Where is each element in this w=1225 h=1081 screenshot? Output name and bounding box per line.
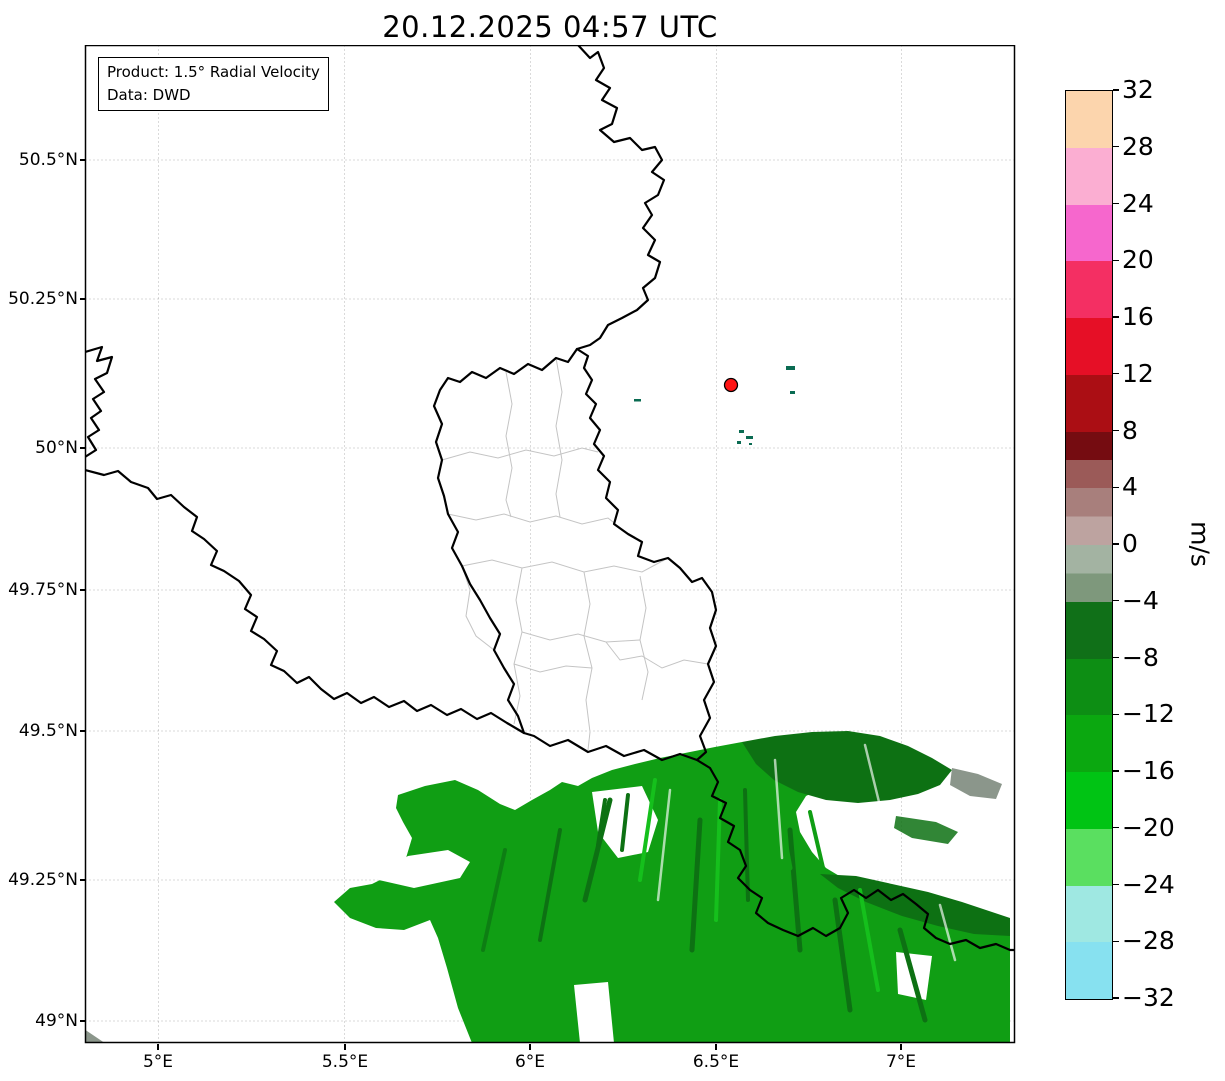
tick-mark: [1112, 486, 1119, 488]
tick-mark: [1112, 940, 1119, 942]
colorbar-segment: [1066, 147, 1112, 205]
colorbar-tick-label: −16: [1122, 756, 1175, 785]
colorbar-tick-label: −4: [1122, 585, 1159, 615]
tick-mark: [1112, 883, 1119, 886]
colorbar-segment: [1066, 261, 1112, 318]
plot-frame: [84, 45, 1016, 1044]
colorbar-tick-label: −20: [1122, 812, 1175, 842]
colorbar-tick-label: 28: [1122, 131, 1154, 161]
x-tick-label: 5°E: [142, 1052, 174, 1072]
colorbar-segment: [1066, 885, 1112, 943]
y-tick-label: 50.5°N: [18, 150, 78, 170]
x-tick-label: 7°E: [885, 1052, 917, 1072]
tick-mark: [1112, 146, 1119, 148]
colorbar-tick-label: 16: [1122, 302, 1154, 331]
y-tick-label: 49.75°N: [8, 580, 78, 600]
y-tick-label: 50.25°N: [8, 289, 78, 309]
colorbar-segment: [1066, 488, 1112, 545]
colorbar-tick-label: −24: [1122, 869, 1175, 899]
colorbar-segment: [1066, 204, 1112, 262]
x-tick-label: 6.5°E: [692, 1052, 740, 1072]
tick-mark: [1112, 656, 1119, 659]
echo-bright-streaks: [638, 778, 880, 992]
echo-dark-streaks: [481, 788, 928, 1023]
tick-mark: [1112, 713, 1119, 715]
tick-mark: [1112, 316, 1119, 318]
border-belgium-germany: [575, 45, 666, 351]
border-france-germany: [695, 758, 1015, 952]
tick-mark: [1112, 997, 1119, 999]
x-tick-label: 5.5°E: [321, 1052, 369, 1072]
tick-mark: [79, 730, 86, 732]
info-box: Product: 1.5° Radial Velocity Data: DWD: [98, 57, 329, 111]
echo-specks: [634, 366, 795, 445]
product-label: Product: 1.5° Radial Velocity: [107, 63, 320, 81]
colorbar-gradient: [1066, 91, 1112, 999]
y-tick-label: 49.25°N: [8, 870, 78, 890]
colorbar-tick-label: 32: [1122, 75, 1154, 104]
colorbar-segment: [1066, 374, 1112, 432]
tick-mark: [900, 1043, 902, 1050]
tick-mark: [79, 1020, 86, 1022]
colorbar-tick-label: −12: [1122, 699, 1175, 729]
tick-mark: [79, 298, 86, 300]
x-tick-label: 6°E: [514, 1052, 546, 1072]
colorbar-segment: [1066, 545, 1112, 602]
colorbar-segment: [1066, 942, 1112, 999]
colorbar-tick-label: 0: [1122, 529, 1138, 558]
colorbar-segment: [1066, 601, 1112, 659]
tick-mark: [79, 589, 86, 591]
colorbar-tick-label: 24: [1122, 188, 1154, 218]
echo-gray-patches: [85, 768, 1002, 1043]
colorbar-tick-label: 4: [1122, 472, 1138, 502]
tick-mark: [1112, 543, 1119, 545]
plot-title: 20.12.2025 04:57 UTC: [382, 10, 718, 44]
tick-mark: [1112, 770, 1119, 772]
tick-mark: [1112, 259, 1119, 261]
tick-mark: [79, 447, 86, 449]
colorbar: [1065, 90, 1113, 1000]
colorbar-segment: [1066, 431, 1112, 489]
tick-mark: [1112, 89, 1119, 91]
border-france-belgium-west: [85, 345, 114, 458]
colorbar-tick-label: −8: [1122, 642, 1159, 672]
colorbar-tick-label: −28: [1122, 926, 1175, 956]
colorbar-tick-label: 12: [1122, 358, 1154, 388]
echo-dark-bands: [742, 731, 1010, 936]
colorbar-segment: [1066, 828, 1112, 886]
data-source-label: Data: DWD: [107, 85, 191, 104]
tick-mark: [529, 1043, 531, 1050]
colorbar-segment: [1066, 772, 1112, 829]
border-france-belgium: [85, 468, 526, 735]
radar-echo-layer: [85, 366, 1010, 1043]
country-borders: [85, 45, 1015, 952]
y-tick-label: 50°N: [35, 438, 78, 458]
echo-main-field: [334, 742, 1010, 1043]
tick-mark: [79, 159, 86, 161]
y-tick-label: 49°N: [35, 1011, 78, 1031]
tick-mark: [715, 1043, 717, 1050]
colorbar-tick-label: 20: [1122, 245, 1154, 275]
tick-mark: [1112, 600, 1119, 602]
tick-mark: [1112, 373, 1119, 375]
colorbar-tick-label: 8: [1122, 415, 1138, 445]
colorbar-segment: [1066, 658, 1112, 716]
tick-mark: [1112, 202, 1119, 205]
colorbar-tick-label: −32: [1122, 983, 1175, 1012]
tick-mark: [1112, 827, 1119, 829]
tick-mark: [157, 1043, 159, 1050]
tick-mark: [344, 1043, 346, 1050]
colorbar-segment: [1066, 91, 1112, 148]
region-borders: [441, 357, 709, 751]
map-canvas: [84, 45, 1016, 1044]
radar-location-marker: [723, 377, 739, 393]
echo-white-streaks: [656, 743, 957, 962]
colorbar-segment: [1066, 715, 1112, 772]
tick-mark: [1112, 429, 1119, 432]
colorbar-segment: [1066, 318, 1112, 375]
border-luxembourg: [432, 347, 718, 762]
tick-mark: [79, 879, 86, 881]
y-tick-label: 49.5°N: [18, 721, 78, 741]
